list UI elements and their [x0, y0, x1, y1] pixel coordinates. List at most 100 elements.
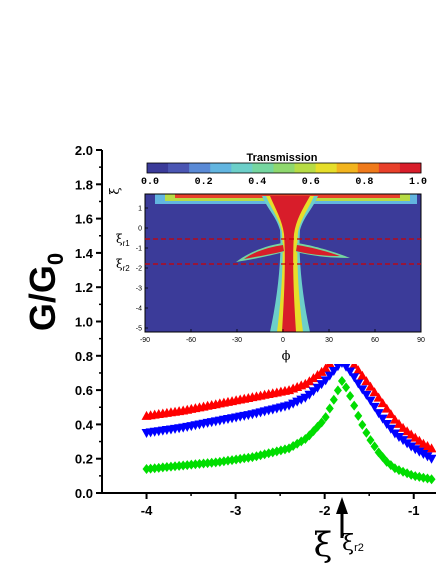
series-0-point: [361, 376, 372, 386]
arrow-label-main: ξ: [342, 531, 354, 556]
series-1-point: [361, 390, 372, 400]
inset-x-tick-label-3: 0: [281, 337, 285, 344]
series-1-point: [341, 362, 352, 372]
colorbar-frame: [146, 162, 422, 174]
colorbar-title: Transmission: [247, 152, 318, 164]
colorbar-swatch-9: [336, 163, 359, 173]
main-series: [141, 344, 436, 485]
left-lobe-core: [244, 245, 284, 259]
series-2-point: [321, 412, 330, 423]
series-0-point: [426, 443, 436, 453]
main-y-tick-label-1: 0.2: [75, 452, 93, 467]
series-0-point: [381, 403, 392, 413]
series-0-point: [385, 409, 396, 419]
main-x-ticks: -4 -3 -2 -1: [141, 493, 420, 518]
side-lobes: [236, 243, 350, 262]
inset-x-tick-label-1: -60: [186, 337, 196, 344]
series-0-point: [389, 414, 400, 424]
colorbar-swatch-2: [189, 163, 211, 173]
main-y-ticks: 0.0 0.2 0.4 0.6 0.8 1.0 1.2 1.4 1.6 1.8 2.0: [75, 143, 102, 501]
inset-y-tick-label-5: -4: [136, 306, 142, 313]
main-plot: 0.0 0.2 0.4 0.6 0.8 1.0 1.2 1.4 1.6 1.8 2.0 -4 -3 -2…: [22, 143, 436, 564]
xi-r2-arrow: ξr2: [336, 497, 364, 556]
main-y-tick-label-10: 2.0: [75, 143, 93, 158]
main-x-tick-label-0: -4: [141, 503, 153, 518]
colorbar-ticks: 0.0 0.2 0.4 0.6 0.8 1.0: [141, 177, 427, 188]
colorbar-swatch-4: [231, 163, 253, 173]
colorbar-swatch-11: [378, 163, 401, 173]
main-y-tick-label-2: 0.4: [75, 417, 94, 432]
series-2-point: [358, 419, 367, 430]
series-1-point: [373, 409, 384, 419]
main-y-tick-label-0: 0.0: [75, 486, 93, 501]
series-2-point: [354, 410, 363, 421]
main-y-label-main: G/G: [22, 265, 63, 331]
ref-line-label-main-1: ξ: [116, 257, 123, 271]
colorbar: [146, 162, 422, 174]
main-x-tick-label-1: -3: [230, 503, 242, 518]
series-1-point: [418, 449, 429, 459]
series-0: [141, 344, 436, 453]
series-0-point: [365, 381, 376, 391]
series-1-point: [385, 424, 396, 434]
series-1-point: [349, 373, 360, 383]
arrow-label-sub: r2: [354, 542, 364, 554]
main-y-tick-label-8: 1.6: [75, 212, 93, 227]
series-2-point: [337, 375, 346, 386]
series-1-point: [345, 367, 356, 377]
colorbar-tick-label-0: 0.0: [141, 177, 159, 188]
reference-lines: ξr1 ξr2: [116, 232, 421, 273]
series-2-point: [333, 385, 342, 396]
inset-y-tick-label-6: -5: [136, 326, 142, 333]
colorbar-tick-label-2: 0.4: [248, 177, 266, 188]
colorbar-tick-label-4: 0.8: [355, 177, 373, 188]
main-y-tick-label-3: 0.6: [75, 383, 93, 398]
series-0-point: [349, 359, 360, 369]
arrow-head: [336, 497, 348, 514]
colorbar-swatch-3: [210, 163, 232, 173]
series-1-point: [365, 396, 376, 406]
colorbar-swatch-8: [315, 163, 338, 173]
series-2-point: [427, 474, 436, 485]
series-2: [142, 375, 436, 485]
inset-y-tick-label-1: 0: [138, 226, 142, 233]
series-0-point: [320, 363, 331, 373]
main-x-tick-label-3: -1: [408, 503, 420, 518]
colorbar-swatch-1: [168, 163, 190, 173]
series-1-point: [369, 402, 380, 412]
main-y-tick-label-7: 1.4: [75, 246, 94, 261]
colorbar-swatch-7: [294, 163, 317, 173]
series-2-point: [317, 417, 326, 428]
series-2-point: [325, 403, 334, 414]
series-0-point: [377, 398, 388, 408]
series-0-point: [369, 387, 380, 397]
colorbar-swatch-10: [357, 163, 380, 173]
heatmap: [145, 194, 421, 332]
series-2-point: [370, 441, 379, 452]
main-y-tick-label-6: 1.2: [75, 280, 93, 295]
series-0-point: [353, 365, 364, 375]
ref-line-label-sub-1: r2: [123, 264, 131, 273]
series-1-point: [377, 414, 388, 424]
main-x-label: ξ: [314, 525, 333, 564]
series-1-point: [328, 366, 339, 376]
series-1-point: [381, 420, 392, 430]
series-1-point: [410, 445, 421, 455]
inset-x-tick-label-4: 30: [325, 337, 333, 344]
series-2-point: [350, 400, 359, 411]
ref-line-label-1: ξr2: [116, 257, 130, 273]
right-lobe-outer: [296, 243, 350, 258]
main-y-tick-label-4: 0.8: [75, 349, 93, 364]
inset-x-ticks: -90 -60 -30 0 30 60 90: [140, 329, 425, 344]
series-1-point: [426, 454, 436, 464]
ref-line-label-0: ξr1: [116, 232, 130, 248]
series-1-point: [422, 452, 433, 462]
inset-x-tick-label-0: -90: [140, 337, 150, 344]
inset-x-label: ϕ: [282, 349, 291, 364]
main-x-tick-label-2: -2: [319, 503, 331, 518]
inset-y-tick-label-4: -3: [136, 286, 142, 293]
series-2-point: [342, 382, 351, 393]
main-y-label: G/G0: [22, 253, 68, 331]
main-y-tick-label-5: 1.0: [75, 315, 93, 330]
